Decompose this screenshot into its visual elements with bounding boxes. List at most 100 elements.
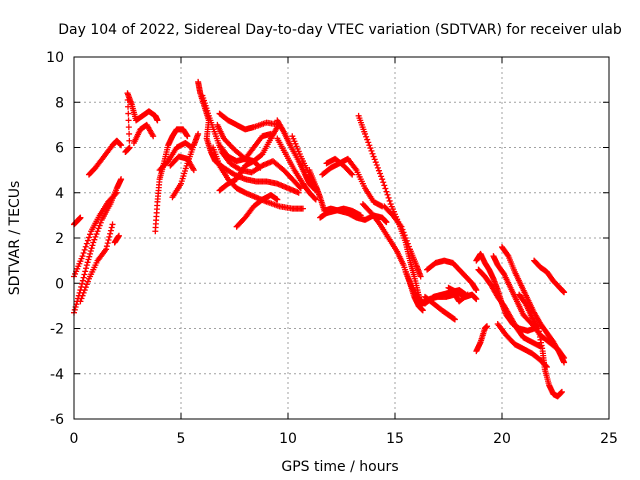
data-point-marker	[312, 195, 319, 202]
data-point-marker	[381, 182, 388, 189]
data-point-marker	[274, 196, 281, 203]
plot-frame	[73, 56, 610, 420]
series-arc-2	[71, 214, 84, 228]
data-point-marker	[380, 179, 387, 186]
data-point-marker	[375, 167, 382, 174]
chart-title: Day 104 of 2022, Sidereal Day-to-day VTE…	[58, 22, 622, 38]
data-point-marker	[256, 164, 263, 171]
y-tick-label: 2	[55, 231, 64, 247]
data-point-marker	[378, 173, 385, 180]
data-point-marker	[77, 298, 84, 305]
series-arc-36	[473, 323, 491, 355]
data-point-marker	[297, 185, 304, 192]
data-point-marker	[384, 191, 391, 198]
data-point-marker	[86, 253, 93, 260]
series-arc-33	[421, 293, 458, 323]
data-point-marker	[85, 256, 92, 263]
data-point-marker	[87, 250, 94, 257]
series-arc-43	[531, 257, 568, 296]
grid-lines	[74, 57, 609, 419]
series-arc-42	[516, 291, 565, 400]
data-point-marker	[473, 287, 480, 294]
data-point-marker	[561, 289, 568, 296]
data-point-marker	[80, 249, 87, 256]
data-point-marker	[379, 176, 386, 183]
data-point-marker	[295, 189, 302, 196]
data-point-marker	[118, 142, 125, 149]
axis-ticks: 0 5 10 15 20 25 -6 -4 -2 0 2 4 6 8 10	[46, 50, 618, 447]
data-point-marker	[81, 246, 88, 253]
data-point-marker	[257, 164, 264, 171]
data-point-marker	[89, 242, 96, 249]
data-point-marker	[79, 292, 86, 299]
series-arc-1	[71, 176, 125, 316]
x-axis-label: GPS time / hours	[281, 459, 398, 475]
x-tick-label: 5	[177, 431, 186, 447]
data-point-marker	[81, 271, 88, 278]
data-point-marker	[108, 224, 115, 231]
data-point-marker	[374, 164, 381, 171]
y-axis-label: SDTVAR / TECUs	[7, 181, 23, 296]
data-point-marker	[93, 231, 100, 238]
data-point-marker	[451, 316, 458, 323]
data-point-marker	[404, 240, 411, 247]
data-point-marker	[154, 117, 161, 124]
data-point-marker	[80, 274, 87, 281]
data-point-marker	[386, 197, 393, 204]
series-arc-15	[210, 144, 306, 212]
data-point-marker	[126, 144, 133, 151]
data-point-marker	[150, 133, 157, 140]
data-point-marker	[87, 248, 94, 255]
y-tick-label: -4	[50, 367, 64, 383]
data-point-marker	[83, 262, 90, 269]
data-point-marker	[94, 228, 101, 235]
data-point-marker	[349, 171, 356, 178]
data-point-marker	[366, 142, 373, 149]
data-point-marker	[103, 246, 110, 253]
data-point-marker	[125, 110, 132, 117]
data-point-marker	[403, 237, 410, 244]
data-point-marker	[405, 243, 412, 250]
data-point-marker	[417, 273, 424, 280]
data-point-marker	[107, 227, 114, 234]
series-arc-12	[167, 153, 197, 174]
series-arc-26	[319, 155, 386, 210]
data-point-marker	[299, 205, 306, 212]
data-point-marker	[85, 234, 92, 241]
data-point-marker	[399, 226, 406, 233]
data-point-marker	[118, 176, 125, 183]
data-point-marker	[419, 307, 426, 314]
series-arc-17	[216, 130, 274, 165]
data-point-marker	[373, 162, 380, 169]
data-point-marker	[125, 117, 132, 124]
series-arc-35	[445, 284, 480, 303]
data-point-marker	[371, 156, 378, 163]
data-point-marker	[103, 243, 110, 250]
data-point-marker	[125, 124, 132, 131]
data-point-marker	[92, 233, 99, 240]
series-arc-25	[317, 205, 364, 221]
data-point-marker	[473, 296, 480, 303]
data-point-marker	[82, 268, 89, 275]
data-point-marker	[104, 240, 111, 247]
data-point-marker	[91, 236, 98, 243]
data-point-marker	[377, 170, 384, 177]
data-point-marker	[348, 170, 355, 177]
data-point-marker	[88, 245, 95, 252]
y-tick-label: 4	[55, 186, 64, 202]
x-tick-label: 25	[600, 431, 618, 447]
data-point-marker	[296, 184, 303, 191]
y-tick-label: -6	[50, 412, 64, 428]
data-point-marker	[112, 190, 119, 197]
data-point-marker	[267, 130, 274, 137]
data-point-marker	[126, 137, 133, 144]
data-point-marker	[402, 235, 409, 241]
x-tick-label: 0	[70, 431, 79, 447]
series-arc-10	[156, 139, 195, 174]
x-tick-label: 15	[386, 431, 404, 447]
y-tick-label: -2	[50, 322, 64, 338]
series-arc-27	[323, 155, 356, 178]
series-arc-19	[216, 158, 264, 194]
data-point-marker	[106, 233, 113, 240]
data-point-marker	[105, 236, 112, 243]
